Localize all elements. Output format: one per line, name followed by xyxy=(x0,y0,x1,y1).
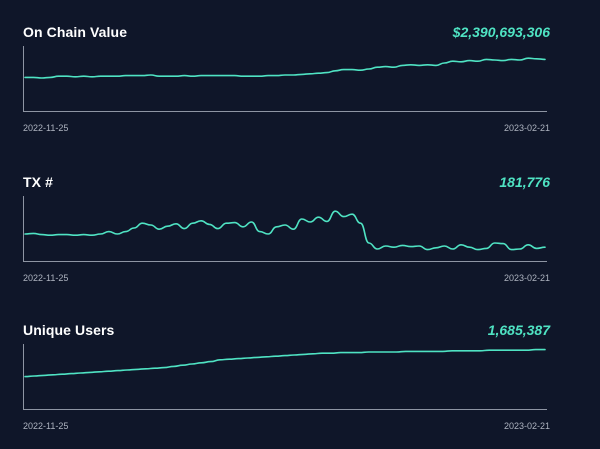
x-axis-end-label: 2023-02-21 xyxy=(503,123,550,133)
unique-users-panel: Unique Users 1,685,387 2022-11-25 2023-0… xyxy=(23,322,550,432)
x-axis-end-label: 2023-02-21 xyxy=(503,421,550,431)
x-axis-start-label: 2022-11-25 xyxy=(23,273,69,283)
series-line xyxy=(24,210,546,251)
panel-value: $2,390,693,306 xyxy=(452,24,550,40)
series-line xyxy=(24,348,546,378)
panel-title: On Chain Value xyxy=(23,24,128,40)
x-axis-end-label: 2023-02-21 xyxy=(503,273,550,283)
tx-count-chart xyxy=(23,196,547,262)
unique-users-chart xyxy=(23,344,547,410)
on-chain-value-chart xyxy=(23,46,547,112)
series-line xyxy=(24,57,546,79)
x-axis-start-label: 2022-11-25 xyxy=(23,123,69,133)
panel-title: Unique Users xyxy=(23,322,115,338)
on-chain-value-panel: On Chain Value $2,390,693,306 2022-11-25… xyxy=(23,24,550,134)
panel-value: 181,776 xyxy=(499,174,550,190)
panel-title: TX # xyxy=(23,174,53,190)
panel-value: 1,685,387 xyxy=(487,322,550,338)
tx-count-panel: TX # 181,776 2022-11-25 2023-02-21 xyxy=(23,174,550,284)
x-axis-start-label: 2022-11-25 xyxy=(23,421,69,431)
